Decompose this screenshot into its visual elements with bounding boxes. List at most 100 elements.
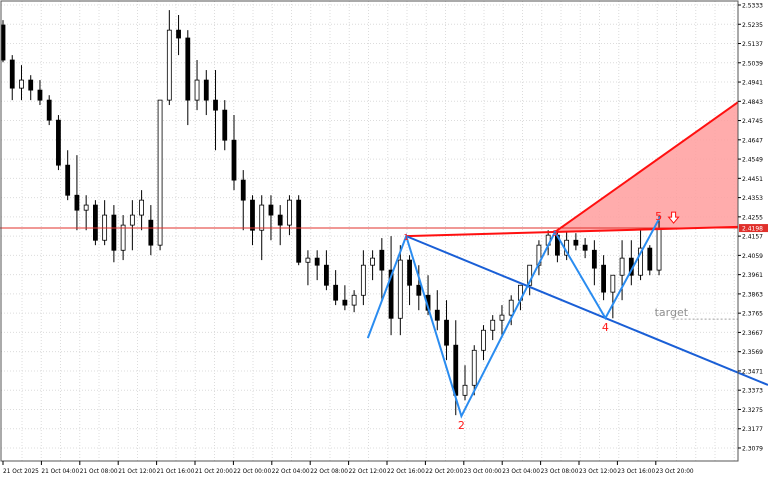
y-tick-label: 2.4941 [742, 80, 763, 87]
candle [481, 325, 486, 361]
candle [296, 195, 302, 266]
candle-body [305, 257, 311, 263]
candle-body [148, 219, 154, 246]
candle-body [157, 99, 163, 246]
x-tick-label: 22 Oct 00:00 [233, 469, 271, 475]
y-tick-label: 2.5039 [742, 60, 763, 67]
candle-body [129, 214, 135, 226]
candle [203, 70, 209, 116]
candle [231, 115, 237, 191]
y-tick-label: 2.4255 [742, 214, 763, 221]
candle-body [277, 214, 283, 226]
y-tick-label: 2.4549 [742, 157, 763, 164]
candle [462, 365, 468, 401]
candle [148, 205, 154, 256]
candle-body [656, 227, 662, 271]
candle [628, 240, 634, 286]
candle [9, 55, 15, 101]
candle-body [0, 24, 6, 61]
pattern-point-label: 4 [602, 321, 609, 334]
x-tick-label: 23 Oct 04:00 [502, 469, 540, 475]
pattern-zigzag [366, 215, 662, 419]
y-tick-label: 2.3961 [742, 272, 763, 279]
candle [591, 240, 597, 286]
x-tick-label: 22 Oct 08:00 [310, 469, 348, 475]
candle-body [203, 79, 209, 101]
candle-body [351, 294, 357, 306]
candle-body [240, 179, 246, 201]
candle [444, 300, 449, 361]
pattern-point-label: 1 [404, 233, 409, 242]
x-tick-label: 22 Oct 20:00 [425, 469, 463, 475]
candles [0, 10, 662, 416]
candle [277, 205, 283, 246]
candle [83, 195, 89, 231]
candle [213, 70, 218, 151]
candle [37, 80, 43, 106]
current-price-badge [739, 224, 768, 233]
x-tick-label: 23 Oct 00:00 [464, 469, 502, 475]
x-tick-label: 21 Oct 16:00 [157, 469, 195, 475]
candle [250, 195, 255, 246]
candle-body [213, 99, 218, 111]
candle-body [471, 349, 477, 386]
candle [194, 60, 200, 111]
candle [342, 285, 348, 311]
candle-body [46, 99, 52, 121]
x-tick-label: 21 Oct 2025 [3, 469, 39, 475]
candle-body [462, 384, 468, 396]
y-tick-label: 2.3373 [742, 388, 763, 395]
candle-body [333, 284, 339, 301]
y-tick-label: 2.5235 [742, 22, 763, 29]
candle [102, 200, 108, 246]
candle-body [434, 309, 440, 321]
candle [573, 233, 579, 251]
y-tick-label: 2.3275 [742, 407, 763, 414]
candle-body [610, 274, 616, 293]
y-tick-label: 2.4353 [742, 195, 763, 202]
candle [46, 95, 52, 126]
x-tick-label: 23 Oct 12:00 [579, 469, 617, 475]
candle-body [139, 199, 145, 216]
candle [388, 236, 394, 336]
candle [314, 250, 320, 281]
candle [28, 75, 34, 101]
candle-body [37, 89, 43, 101]
y-tick-label: 2.5333 [742, 3, 763, 10]
y-tick-label: 2.4451 [742, 176, 763, 183]
candle [407, 255, 412, 306]
candle-body [185, 37, 191, 101]
y-tick-label: 2.5137 [742, 41, 763, 48]
candle [166, 10, 172, 106]
candle [379, 238, 385, 301]
candle-body [120, 224, 126, 251]
candle-body [360, 264, 366, 296]
candle [157, 99, 163, 251]
candle [360, 250, 366, 306]
x-tick-label: 22 Oct 12:00 [349, 469, 387, 475]
x-tick-label: 21 Oct 12:00 [118, 469, 156, 475]
candle [287, 195, 292, 236]
candle-body [65, 164, 71, 196]
target-label: target [655, 306, 689, 319]
candle [176, 15, 181, 56]
candle-body [268, 204, 274, 216]
candle-body [444, 319, 449, 346]
candle [601, 255, 606, 301]
candle-body [287, 199, 292, 226]
y-tick-label: 2.3079 [742, 445, 763, 452]
candle-body [250, 199, 255, 231]
candle-body [508, 299, 514, 316]
candle [129, 200, 135, 251]
candle-body [111, 214, 117, 251]
candle-body [453, 344, 459, 396]
candle-body [481, 329, 486, 351]
candle-body [573, 239, 579, 246]
y-tick-label: 2.3667 [742, 330, 763, 337]
candle-body [582, 244, 588, 251]
candle-body [619, 257, 625, 276]
candle [333, 270, 339, 306]
